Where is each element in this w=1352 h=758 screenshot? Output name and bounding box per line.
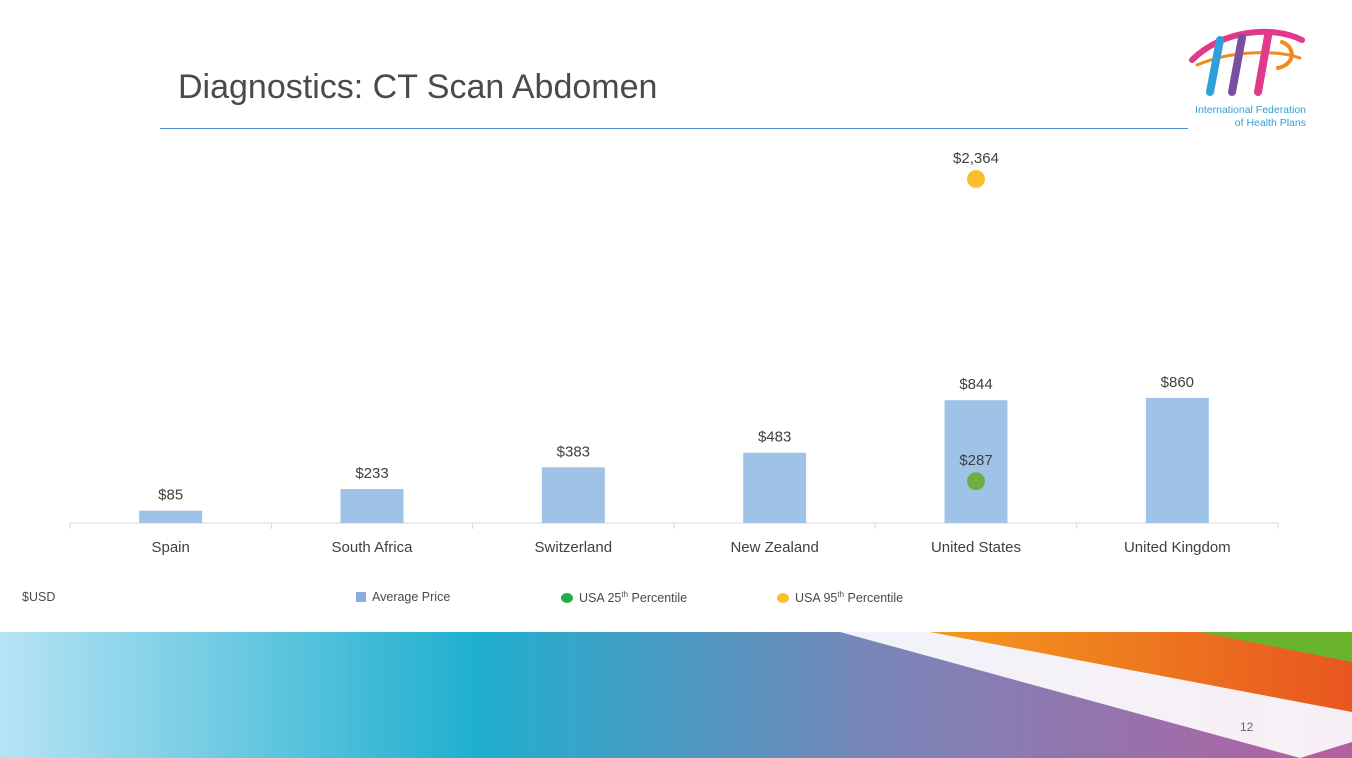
legend-bar-swatch (356, 592, 366, 602)
bar-south-africa (340, 489, 404, 523)
legend-p95-prefix: USA 95 (795, 591, 838, 606)
x-tick-label: United States (931, 539, 1021, 556)
p25-marker (967, 472, 985, 491)
bar-united-kingdom (1145, 397, 1209, 523)
bar-united-states (944, 400, 1008, 523)
legend-p95-sup: th (837, 590, 845, 599)
ifhp-logo-mark (1189, 28, 1305, 96)
x-tick-label: South Africa (332, 539, 414, 556)
bar-value-label: $844 (959, 376, 992, 393)
bar-chart: $85 Spain $233 South Africa $383 Switzerland $… (69, 150, 1279, 556)
logo-text-line1: International Federation (1195, 104, 1306, 116)
ifhp-logo-text: International Federation of Health Plans (1160, 104, 1306, 130)
bar-value-label: $233 (355, 465, 388, 482)
legend-p25-prefix: USA 25 (579, 591, 622, 606)
legend-p25-suffix: Percentile (628, 591, 688, 606)
legend-p95-suffix: Percentile (844, 591, 904, 606)
units-label: $USD (22, 590, 56, 604)
page-number: 12 (1240, 720, 1254, 734)
legend-average-label: Average Price (372, 590, 451, 604)
legend-p25-sup: th (621, 590, 629, 599)
x-tick-label: New Zealand (730, 539, 818, 556)
p95-value-label: $2,364 (953, 150, 999, 167)
bar-value-label: $383 (557, 443, 590, 460)
ifhp-logo: International Federation of Health Plans (1160, 18, 1330, 130)
legend-p95-swatch (777, 592, 789, 603)
slide-title: Diagnostics: CT Scan Abdomen (178, 68, 658, 106)
bar-new-zealand (743, 452, 807, 523)
footer-banner (0, 632, 1352, 758)
legend-usa-25th: USA 25th Percentile (561, 590, 687, 605)
bar-switzerland (541, 467, 605, 523)
legend-p25-swatch (561, 592, 573, 603)
bar-value-label: $85 (158, 487, 183, 504)
bar-spain (139, 510, 203, 523)
x-tick-label: United Kingdom (1124, 539, 1231, 556)
legend-usa-95th: USA 95th Percentile (777, 590, 903, 605)
x-tick-label: Switzerland (535, 539, 613, 556)
title-divider (160, 128, 1188, 129)
bar-value-label: $860 (1161, 374, 1194, 391)
legend-average-price: Average Price (356, 590, 450, 604)
p95-marker (967, 170, 985, 189)
legend-p95-label: USA 95th Percentile (795, 590, 903, 605)
p25-value-label: $287 (959, 452, 992, 469)
legend-p25-label: USA 25th Percentile (579, 590, 687, 605)
logo-text-line2: of Health Plans (1234, 117, 1306, 129)
bar-value-label: $483 (758, 429, 791, 446)
x-tick-label: Spain (151, 539, 189, 556)
